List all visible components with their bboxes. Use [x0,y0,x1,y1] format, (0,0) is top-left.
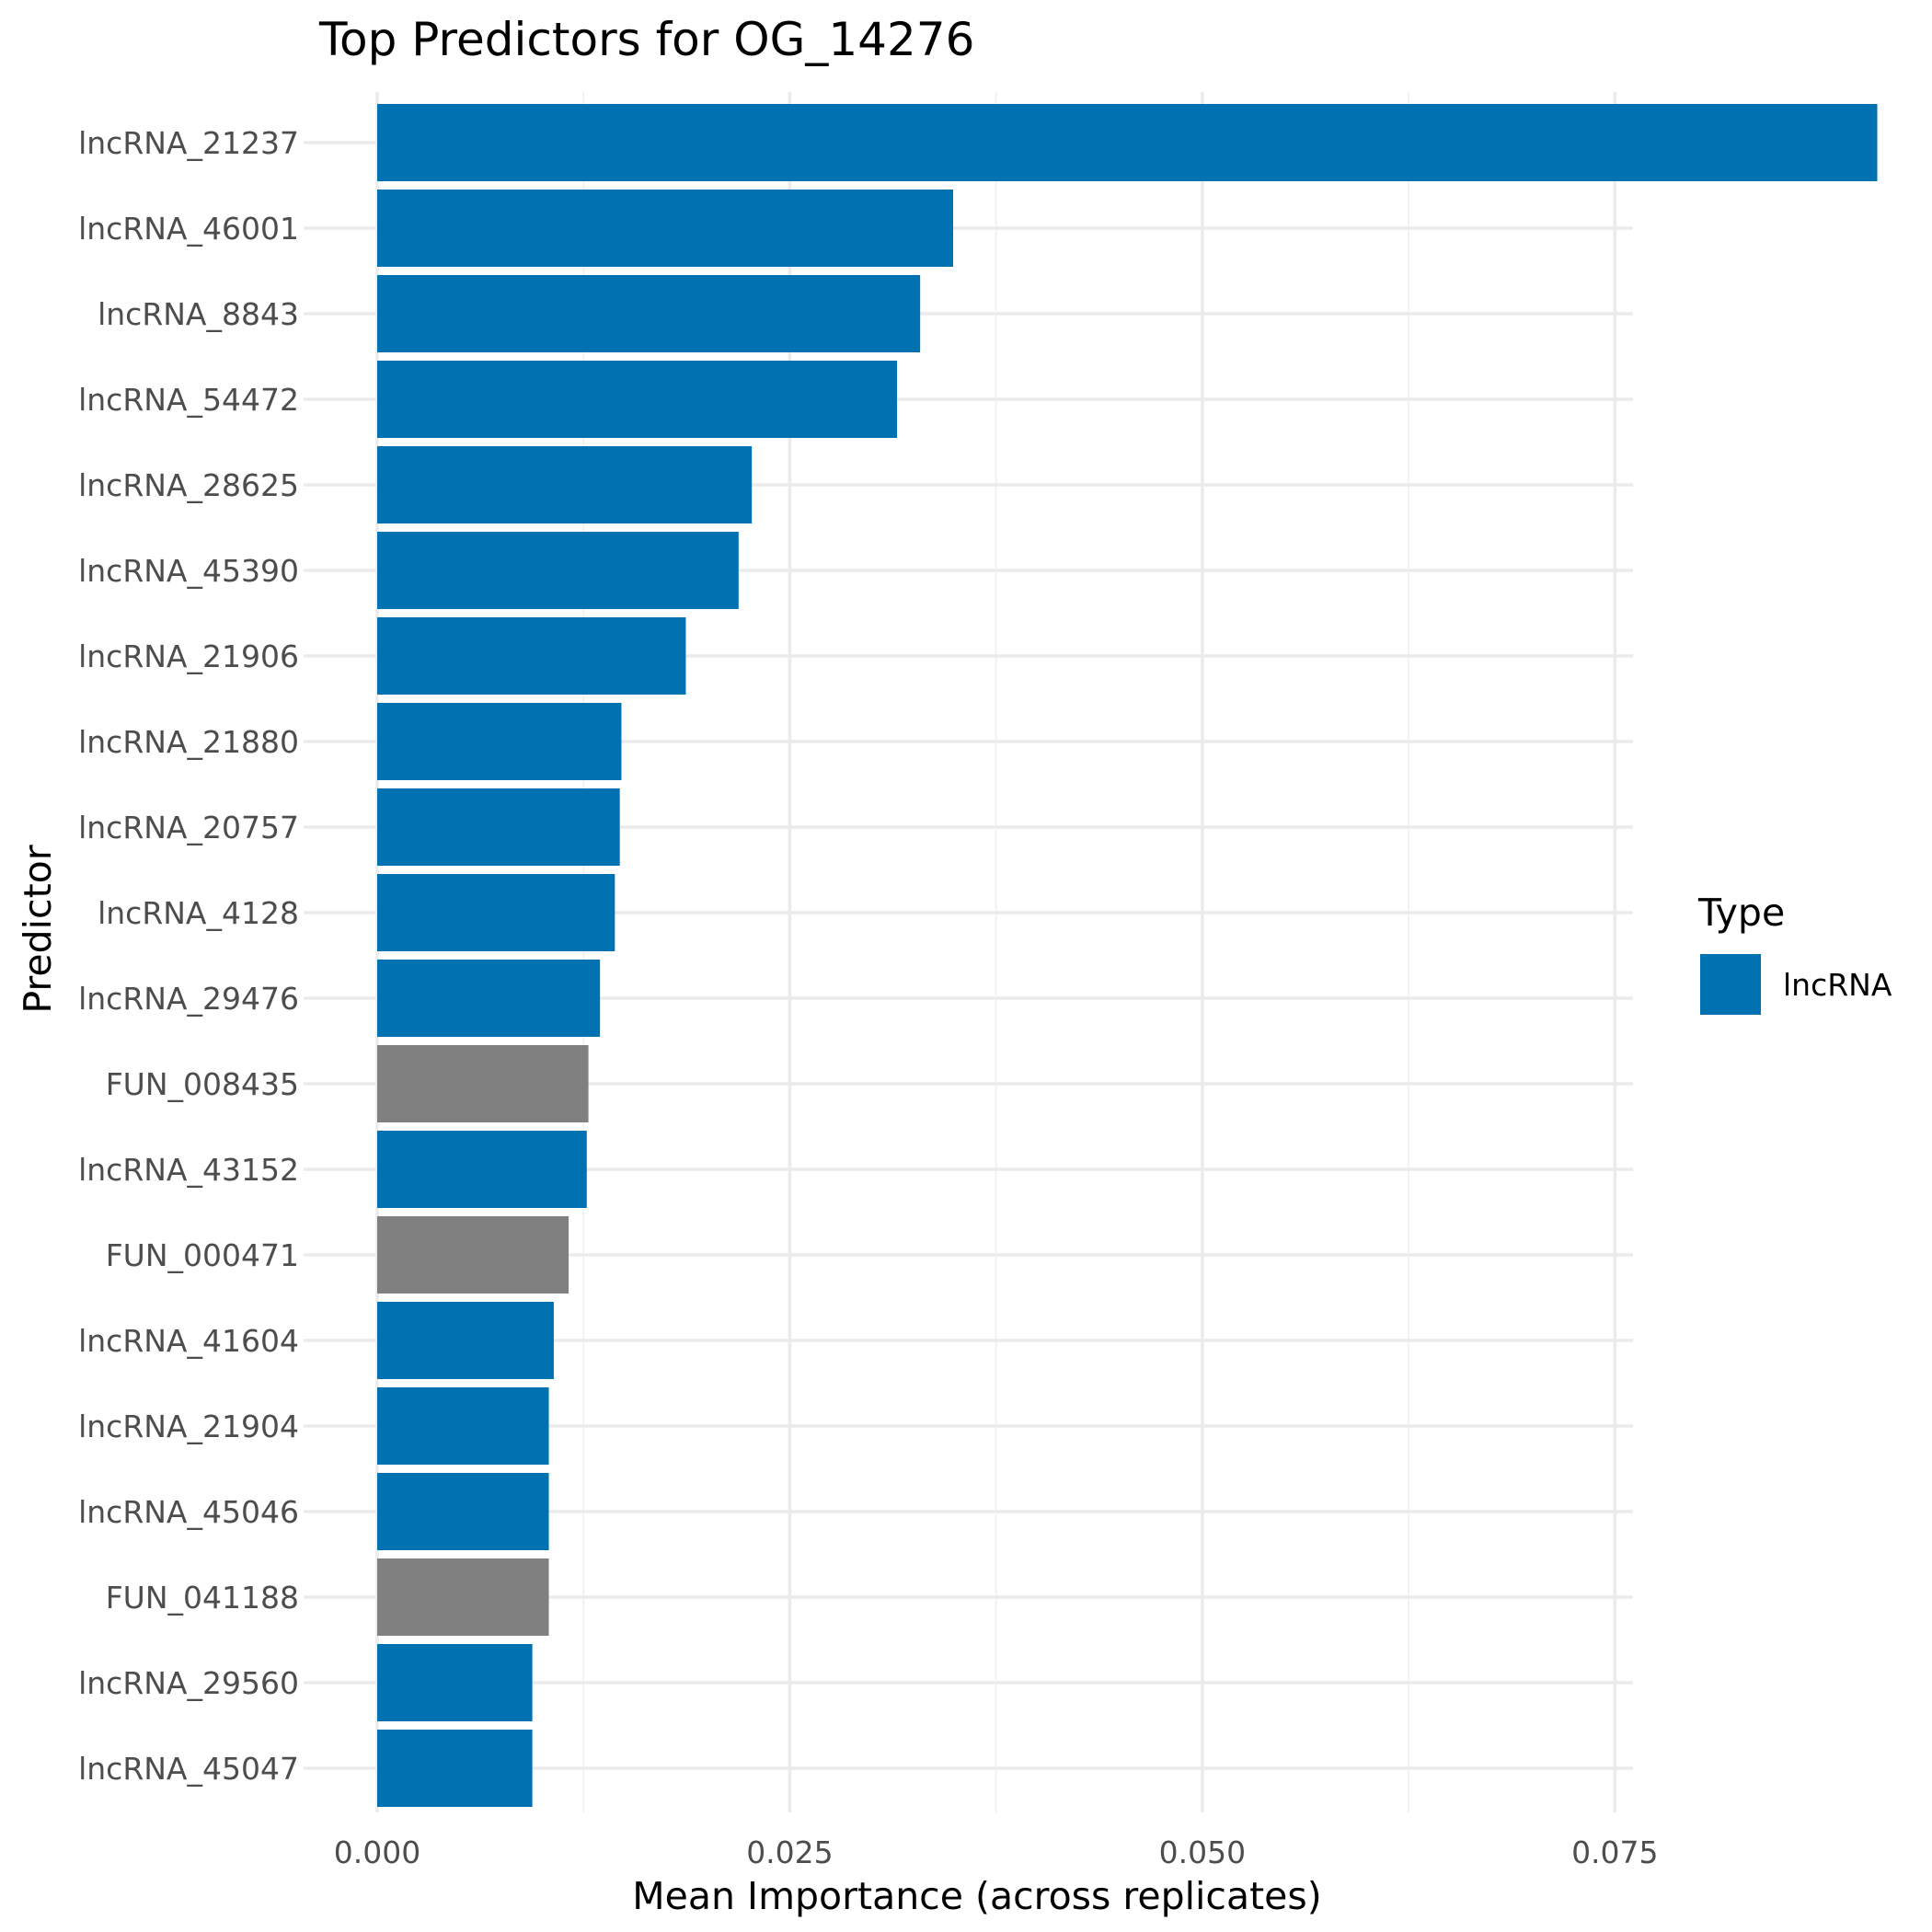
y-tick-label: FUN_000471 [106,1237,299,1273]
legend-items: lncRNA [1700,954,1892,1015]
bar [377,104,1878,181]
x-axis-title: Mean Importance (across replicates) [632,1874,1322,1918]
legend: Type lncRNA [1697,891,1892,1015]
y-tick-label: lncRNA_20757 [78,810,299,845]
y-tick-label: FUN_041188 [106,1580,299,1616]
bar [377,960,601,1037]
bar [377,361,898,438]
bars [377,104,1878,1807]
bar [377,1045,589,1122]
bar [377,703,622,780]
bar [377,1302,554,1379]
y-tick-label: lncRNA_21880 [78,724,299,760]
y-tick-label: lncRNA_29560 [78,1665,299,1701]
legend-label: lncRNA [1783,967,1892,1003]
x-tick-labels: 0.000 0.025 0.050 0.075 [334,1834,1659,1870]
x-tick-label: 0.050 [1159,1834,1246,1870]
y-tick-label: lncRNA_21904 [78,1409,299,1444]
bar [377,1131,587,1208]
bar [377,1558,549,1636]
y-tick-label: lncRNA_4128 [98,895,299,931]
bar [377,532,739,609]
legend-title: Type [1697,891,1785,935]
chart-title: Top Predictors for OG_14276 [318,13,974,66]
y-tick-label: lncRNA_29476 [78,981,299,1017]
bar [377,190,954,267]
y-tick-label: lncRNA_43152 [78,1152,299,1188]
y-tick-label: lncRNA_45047 [78,1751,299,1787]
y-tick-label: lncRNA_41604 [78,1323,299,1359]
y-tick-label: lncRNA_8843 [98,296,299,332]
bar [377,617,686,695]
bar [377,446,753,523]
y-tick-label: lncRNA_21237 [78,125,299,161]
bar [377,1216,569,1294]
y-tick-label: lncRNA_21906 [78,638,299,674]
bar [377,1644,533,1721]
bar [377,1387,549,1465]
x-tick-label: 0.075 [1571,1834,1658,1870]
bar [377,1473,549,1550]
y-tick-label: lncRNA_45390 [78,553,299,589]
y-axis-title: Predictor [16,845,60,1013]
bar [377,1730,533,1807]
legend-key [1700,954,1761,1015]
bar [377,275,921,352]
bar [377,874,615,951]
y-tick-labels: lncRNA_21237 lncRNA_46001 lncRNA_8843 lncRN… [78,125,299,1787]
y-tick-label: lncRNA_45046 [78,1494,299,1530]
bar [377,788,620,866]
x-tick-label: 0.025 [746,1834,833,1870]
y-tick-label: lncRNA_28625 [78,467,299,503]
y-tick-label: lncRNA_54472 [78,382,299,418]
y-tick-label: lncRNA_46001 [78,211,299,247]
y-tick-label: FUN_008435 [106,1066,299,1102]
x-tick-label: 0.000 [334,1834,420,1870]
